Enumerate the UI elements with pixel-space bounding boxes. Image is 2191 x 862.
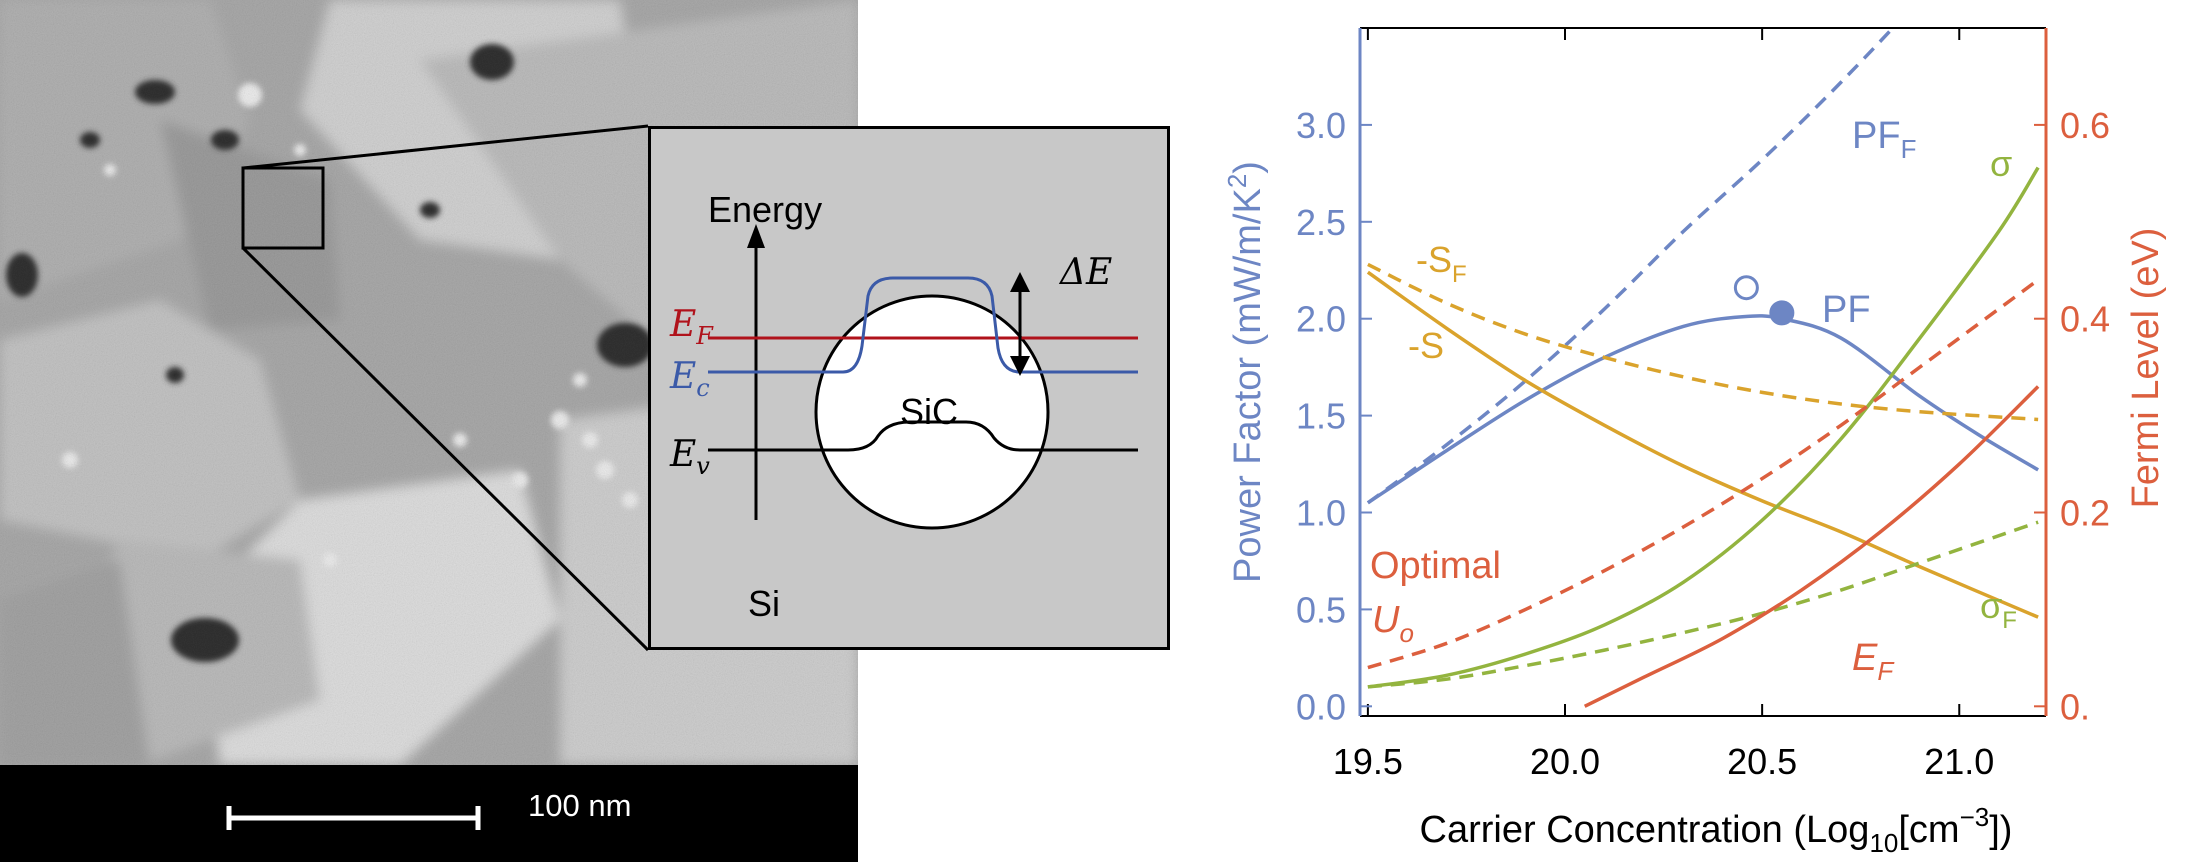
sigma-label: σ bbox=[1990, 143, 2012, 184]
ef-curve-label: EF bbox=[1852, 637, 1895, 686]
ec-label: Ec bbox=[669, 356, 710, 402]
energy-arrow-head bbox=[747, 224, 765, 248]
pf-label: PF bbox=[1822, 289, 1871, 331]
y-left-tick-label: 2.0 bbox=[1296, 299, 1346, 340]
ev-label: Ev bbox=[669, 434, 710, 480]
series-line-6 bbox=[1367, 278, 2040, 670]
y-right-tick-label: 0.6 bbox=[2060, 105, 2110, 146]
plot-frame bbox=[1358, 27, 2048, 717]
s-f-label: -SF bbox=[1416, 239, 1467, 288]
sic-label: SiC bbox=[900, 391, 958, 432]
sigma-f-label: σF bbox=[1980, 585, 2017, 634]
scale-bar bbox=[226, 806, 481, 830]
left-y-axis-title: Power Factor (mW/m/K2) bbox=[1222, 161, 1269, 583]
energy-label: Energy bbox=[708, 189, 822, 230]
conduction-band-line bbox=[708, 276, 1138, 374]
left-y-axis-ticks: 0.0 0.5 1.0 1.5 2.0 2.5 3.0 bbox=[1296, 105, 1372, 727]
series-line-5 bbox=[1367, 520, 2039, 689]
x-axis-title: Carrier Concentration (Log10[cm−3]) bbox=[1420, 802, 2013, 858]
ef-label: EF bbox=[669, 304, 714, 350]
markers-layer bbox=[1733, 275, 1795, 326]
valence-band-line bbox=[708, 420, 1138, 452]
uo-label: Uo bbox=[1372, 599, 1414, 648]
x-axis-ticks: 19.5 20.0 20.5 21.0 bbox=[1333, 28, 1994, 782]
x-tick-label: 20.5 bbox=[1727, 741, 1797, 782]
series-line-7 bbox=[1583, 385, 2040, 708]
zoom-line-bottom bbox=[241, 246, 650, 652]
x-tick-label: 19.5 bbox=[1333, 741, 1403, 782]
pf-optimal-marker bbox=[1733, 275, 1759, 301]
series-line-2 bbox=[1367, 262, 2039, 422]
x-tick-label: 20.0 bbox=[1530, 741, 1600, 782]
thermoelectric-chart: 19.5 20.0 20.5 21.0 0.0 0.5 1.0 1.5 2.0 2.5 3.0 0… bbox=[1222, 27, 2167, 858]
sic-particle bbox=[814, 294, 1050, 530]
pf-f-label: PFF bbox=[1852, 115, 1916, 164]
s-label: -S bbox=[1408, 325, 1444, 366]
y-right-tick-label: 0.2 bbox=[2060, 493, 2110, 534]
delta-e-arrow-top bbox=[1010, 272, 1030, 292]
y-left-tick-label: 3.0 bbox=[1296, 105, 1346, 146]
right-y-axis-title: Fermi Level (eV) bbox=[2125, 228, 2167, 509]
zoom-region-box bbox=[241, 166, 325, 250]
series-line-0 bbox=[1366, 28, 1896, 505]
pf-max-marker bbox=[1769, 300, 1795, 326]
series-line-4 bbox=[1367, 166, 2040, 689]
x-tick-label: 21.0 bbox=[1924, 741, 1994, 782]
y-left-tick-label: 1.5 bbox=[1296, 396, 1346, 437]
si-label: Si bbox=[748, 583, 780, 624]
delta-e-arrow-bottom bbox=[1010, 356, 1030, 376]
y-right-tick-label: 0. bbox=[2060, 686, 2090, 727]
series-line-1 bbox=[1366, 314, 2040, 505]
zoom-line-top bbox=[242, 124, 649, 170]
y-left-tick-label: 1.0 bbox=[1296, 493, 1346, 534]
y-right-tick-label: 0.4 bbox=[2060, 299, 2110, 340]
y-left-tick-label: 0.0 bbox=[1296, 686, 1346, 727]
delta-e-label: ΔE bbox=[1058, 252, 1112, 293]
band-diagram-inset: Energy SiC Si ΔE EF Ec Ev bbox=[648, 126, 1170, 650]
y-left-tick-label: 2.5 bbox=[1296, 202, 1346, 243]
optimal-label: Optimal bbox=[1370, 545, 1501, 587]
scale-bar-label: 100 nm bbox=[528, 788, 631, 823]
y-left-tick-label: 0.5 bbox=[1296, 589, 1346, 630]
right-y-axis-ticks: 0. 0.2 0.4 0.6 bbox=[2034, 105, 2110, 727]
scale-bar-strip bbox=[0, 765, 858, 862]
series-layer bbox=[1366, 28, 2040, 708]
series-line-3 bbox=[1366, 270, 2039, 619]
